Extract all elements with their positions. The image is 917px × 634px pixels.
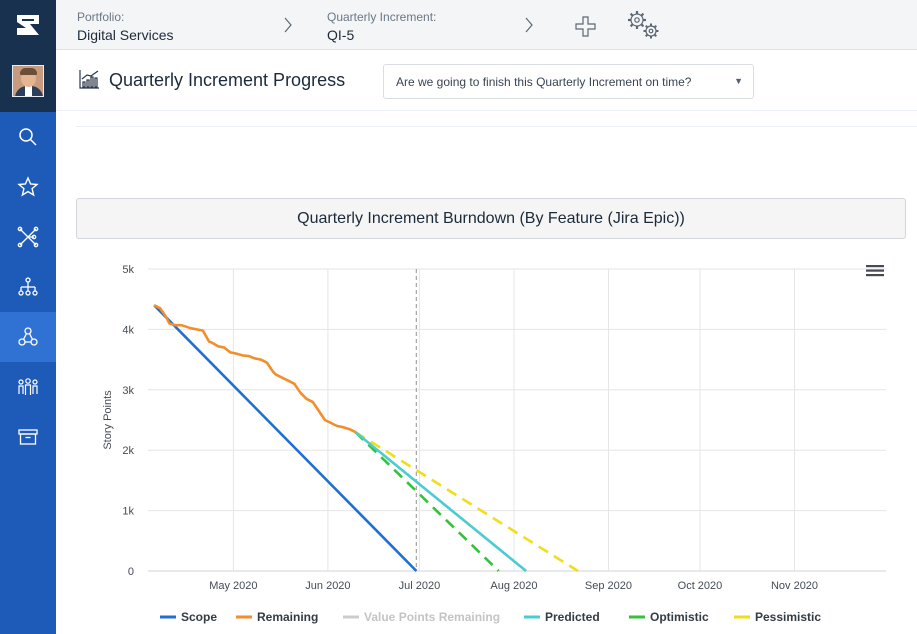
question-selected: Are we going to finish this Quarterly In… xyxy=(396,75,692,89)
chart-title: Quarterly Increment Burndown (By Feature… xyxy=(76,198,906,239)
people-icon xyxy=(18,378,38,395)
y-tick-label: 2k xyxy=(122,445,134,457)
series-line-predicted xyxy=(354,431,527,573)
series-line-optimistic xyxy=(354,431,500,572)
divider xyxy=(76,126,917,127)
chart-series xyxy=(153,304,579,573)
x-tick-label: Sep 2020 xyxy=(585,580,632,592)
x-tick-label: Jun 2020 xyxy=(305,580,350,592)
menu-line xyxy=(866,265,884,268)
chart-legend: Scope Remaining Value Points Remaining Pred… xyxy=(160,610,821,624)
chevron-right-icon xyxy=(284,17,292,33)
menu-line xyxy=(866,274,884,277)
burndown-chart: 0 1k 2k 3k 4k 5k May 2020 Jun 2020 Jul 2020 Aug 2… xyxy=(102,264,886,624)
legend-item-label: Pessimistic xyxy=(755,610,821,624)
y-tick-label: 1k xyxy=(122,506,134,518)
caret-down-icon: ▼ xyxy=(734,76,743,86)
sidebar xyxy=(0,0,56,634)
app-logo[interactable] xyxy=(0,0,56,50)
menu-line xyxy=(866,269,884,272)
portfolio-selector[interactable]: Portfolio: Digital Services xyxy=(77,10,173,43)
chart-grid xyxy=(148,268,886,572)
increment-label: Quarterly Increment: xyxy=(327,10,437,24)
chart-menu-button[interactable] xyxy=(866,265,884,277)
chart-axes: 0 1k 2k 3k 4k 5k May 2020 Jun 2020 Jul 2020 Aug 2… xyxy=(102,264,818,592)
avatar[interactable] xyxy=(12,65,44,97)
archive-icon xyxy=(18,429,38,445)
series-line-remaining xyxy=(153,304,356,434)
page-header: Quarterly Increment Progress Are we goin… xyxy=(56,51,917,111)
add-icon[interactable] xyxy=(575,16,596,37)
top-bar: Portfolio: Digital Services Quarterly In… xyxy=(56,0,917,50)
sidebar-item-favorites[interactable] xyxy=(0,162,56,212)
logo-icon xyxy=(17,15,39,35)
x-tick-label: Nov 2020 xyxy=(771,580,818,592)
y-tick-label: 0 xyxy=(128,566,134,578)
connected-nodes-icon xyxy=(18,327,38,346)
x-tick-label: Jul 2020 xyxy=(399,580,441,592)
chart-icon xyxy=(79,70,99,89)
settings-icon[interactable] xyxy=(626,9,662,41)
increment-value[interactable]: QI-5 xyxy=(327,27,355,43)
star-icon xyxy=(17,176,39,197)
legend-item-label: Scope xyxy=(181,610,217,624)
series-line-pessimistic xyxy=(354,430,579,573)
search-icon xyxy=(19,128,37,146)
legend-item-label: Remaining xyxy=(257,610,318,624)
series-line-scope xyxy=(153,304,418,572)
y-tick-label: 4k xyxy=(122,324,134,336)
y-tick-label: 5k xyxy=(122,264,134,276)
sidebar-item-network[interactable] xyxy=(0,212,56,262)
chevron-right-icon xyxy=(525,17,533,33)
page-title: Quarterly Increment Progress xyxy=(109,70,346,90)
sidebar-item-hierarchy[interactable] xyxy=(0,262,56,312)
user-avatar-container[interactable] xyxy=(0,50,56,112)
hierarchy-icon xyxy=(18,277,38,296)
y-axis-title: Story Points xyxy=(102,390,114,450)
sidebar-item-search[interactable] xyxy=(0,112,56,162)
y-tick-label: 3k xyxy=(122,385,134,397)
x-tick-label: Aug 2020 xyxy=(490,580,537,592)
sidebar-item-archive[interactable] xyxy=(0,412,56,462)
portfolio-label: Portfolio: xyxy=(77,10,125,24)
question-dropdown[interactable]: Are we going to finish this Quarterly In… xyxy=(383,64,754,99)
x-tick-label: Oct 2020 xyxy=(678,580,723,592)
legend-item-label: Predicted xyxy=(545,610,600,624)
sidebar-item-connections[interactable] xyxy=(0,312,56,362)
legend-item-label: Optimistic xyxy=(650,610,709,624)
x-tick-label: May 2020 xyxy=(209,580,257,592)
increment-selector[interactable]: Quarterly Increment: QI-5 xyxy=(327,10,436,43)
portfolio-value[interactable]: Digital Services xyxy=(77,27,174,43)
sidebar-item-people[interactable] xyxy=(0,362,56,412)
network-icon xyxy=(17,226,39,248)
legend-item-label: Value Points Remaining xyxy=(364,610,500,624)
